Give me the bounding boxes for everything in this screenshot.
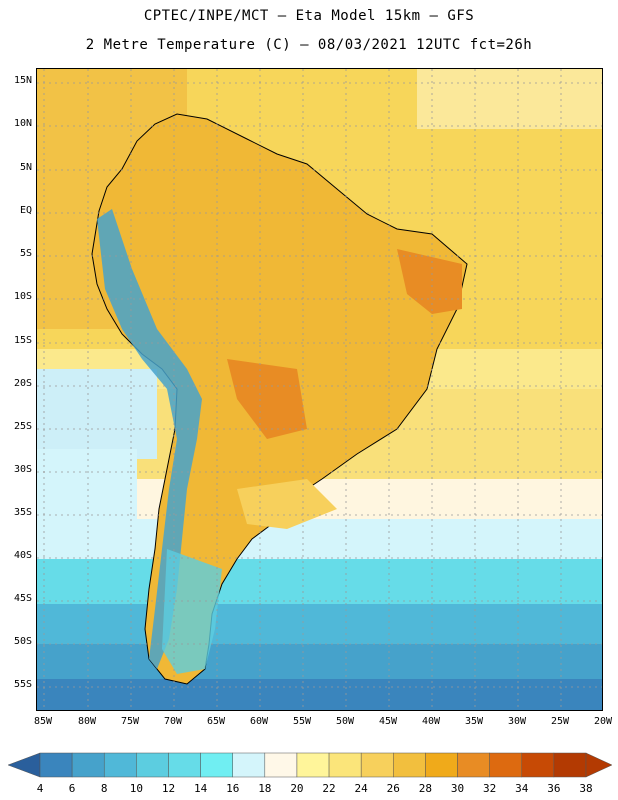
cool-zone-south xyxy=(237,479,337,529)
colorbar-swatch xyxy=(296,752,330,778)
lon-label: 60W xyxy=(249,716,269,727)
colorbar-label: 16 xyxy=(226,782,240,795)
map-panel xyxy=(36,68,603,711)
colorbar-label: 14 xyxy=(193,782,208,795)
colorbar-label: 8 xyxy=(100,782,108,795)
lon-label: 50W xyxy=(335,716,355,727)
lat-label: 5N xyxy=(19,162,32,173)
lon-label: 30W xyxy=(507,716,527,727)
lon-label: 45W xyxy=(378,716,398,727)
lat-label: 55S xyxy=(13,679,32,690)
lon-label: 20W xyxy=(593,716,613,727)
lat-label: 10N xyxy=(13,118,32,129)
colorbar-swatch xyxy=(232,752,266,778)
lon-label: 25W xyxy=(550,716,570,727)
lat-label: 10S xyxy=(13,291,32,302)
lat-label: 25S xyxy=(13,421,32,432)
colorbar-swatch xyxy=(521,752,555,778)
map-grid xyxy=(37,69,602,710)
colorbar-swatch xyxy=(393,752,426,778)
colorbar-swatch xyxy=(489,752,523,778)
colorbar-swatch xyxy=(200,752,233,778)
map-title-line1: CPTEC/INPE/MCT – Eta Model 15km – GFS xyxy=(143,8,475,24)
colorbar-label: 12 xyxy=(161,782,176,795)
colorbar-label: 18 xyxy=(258,782,272,795)
colorbar-max-arrow xyxy=(585,752,613,778)
colorbar-label: 4 xyxy=(36,782,44,795)
lon-label: 85W xyxy=(33,716,53,727)
colorbar-swatch xyxy=(39,752,73,778)
colorbar-swatch xyxy=(457,752,490,778)
colorbar-label: 20 xyxy=(290,782,304,795)
colorbar-swatch xyxy=(360,752,394,778)
colorbar-swatch xyxy=(553,752,587,778)
colorbar-label: 38 xyxy=(579,782,593,795)
colorbar-label: 10 xyxy=(129,782,143,795)
lon-label: 35W xyxy=(464,716,484,727)
lon-label: 65W xyxy=(206,716,226,727)
field-band-pacific-cool xyxy=(37,369,157,459)
lat-label: 35S xyxy=(13,507,32,518)
patagonia-cool xyxy=(162,549,222,674)
colorbar-label: 22 xyxy=(322,782,336,795)
lon-label: 40W xyxy=(421,716,441,727)
colorbar-swatch xyxy=(425,752,458,778)
lat-label: 15S xyxy=(13,335,32,346)
colorbar-swatch xyxy=(168,752,201,778)
lat-label: 45S xyxy=(13,593,32,604)
lon-label: 70W xyxy=(163,716,183,727)
lon-label: 80W xyxy=(77,716,97,727)
colorbar-swatch xyxy=(71,752,105,778)
colorbar-label: 26 xyxy=(386,782,400,795)
colorbar-label: 36 xyxy=(547,782,561,795)
map-title-line2: 2 Metre Temperature (C) – 08/03/2021 12U… xyxy=(85,37,533,53)
warm-zone-central xyxy=(227,359,307,439)
colorbar-swatch xyxy=(103,752,137,778)
colorbar-min-arrow xyxy=(7,752,41,778)
colorbar-swatch xyxy=(136,752,169,778)
lat-label: EQ xyxy=(19,205,32,216)
temperature-map xyxy=(37,69,602,710)
lon-label: 55W xyxy=(292,716,312,727)
color-scale-bar xyxy=(7,752,613,778)
lat-label: 15N xyxy=(13,75,32,86)
colorbar-label: 6 xyxy=(68,782,76,795)
colorbar-label: 28 xyxy=(418,782,433,795)
warm-zone-northeast xyxy=(397,249,462,314)
lat-label: 50S xyxy=(13,636,32,647)
colorbar-swatch xyxy=(264,752,298,778)
lon-label: 75W xyxy=(120,716,140,727)
field-band-52s xyxy=(37,644,602,679)
lat-label: 5S xyxy=(19,248,32,259)
lat-label: 30S xyxy=(13,464,32,475)
lat-label: 20S xyxy=(13,378,32,389)
colorbar-swatch xyxy=(328,752,362,778)
field-band-north-east-light xyxy=(417,69,602,129)
field-band-pacific-35s xyxy=(37,449,137,519)
colorbar-label: 32 xyxy=(483,782,497,795)
colorbar-label: 30 xyxy=(450,782,465,795)
lat-label: 40S xyxy=(13,550,32,561)
field-band-42s xyxy=(37,559,602,604)
colorbar-label: 24 xyxy=(354,782,368,795)
colorbar-label: 34 xyxy=(515,782,529,795)
